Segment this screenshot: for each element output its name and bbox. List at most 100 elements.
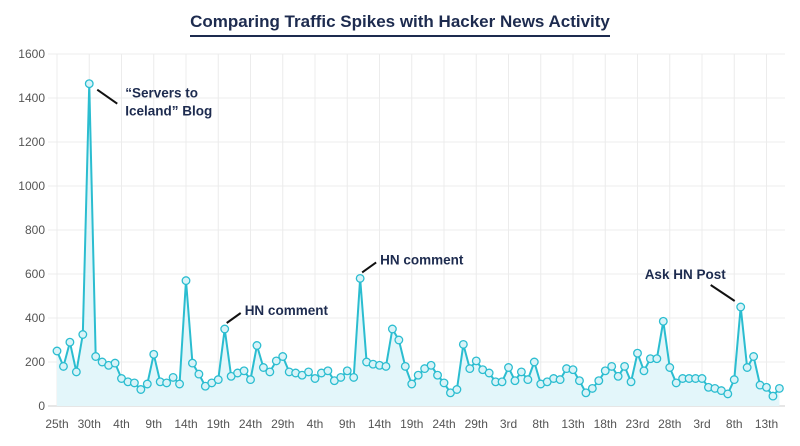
data-point: [71, 367, 81, 377]
data-point: [504, 363, 513, 372]
data-point: [600, 366, 610, 376]
data-point: [594, 376, 604, 386]
data-point: [749, 352, 759, 361]
data-point: [400, 361, 410, 371]
x-tick-label: 9th: [145, 417, 162, 431]
y-tick-label: 1600: [18, 47, 45, 61]
data-point: [187, 358, 197, 368]
data-point: [426, 360, 436, 370]
y-tick-label: 800: [25, 223, 45, 237]
data-point: [194, 369, 204, 379]
data-point: [581, 388, 591, 398]
data-point: [110, 358, 120, 368]
x-tick-label: 3rd: [693, 417, 710, 431]
data-point: [162, 378, 172, 388]
data-point: [65, 337, 75, 347]
x-tick-label: 18th: [594, 417, 617, 431]
data-point: [239, 366, 249, 376]
data-point: [323, 366, 333, 376]
data-point: [742, 363, 752, 372]
data-point: [387, 324, 397, 334]
annotation-label: HN comment: [380, 252, 464, 267]
data-point: [136, 385, 146, 394]
annotation-label: “Servers to: [125, 86, 198, 101]
x-tick-label: 29th: [271, 417, 294, 431]
data-point: [671, 378, 681, 388]
data-point: [465, 364, 475, 374]
x-tick-label: 8th: [726, 417, 743, 431]
x-tick-label: 9th: [339, 417, 356, 431]
data-point: [129, 378, 139, 388]
y-tick-label: 1000: [18, 179, 45, 193]
data-point: [213, 375, 223, 385]
x-tick-label: 19th: [207, 417, 230, 431]
data-point: [658, 316, 668, 326]
data-point: [555, 375, 565, 385]
data-point: [729, 375, 739, 385]
annotation-leader-line: [96, 88, 118, 105]
data-point: [484, 368, 494, 378]
data-point: [516, 367, 526, 377]
data-point: [768, 391, 778, 401]
data-point: [497, 377, 507, 387]
x-tick-label: 19th: [400, 417, 423, 431]
data-point: [736, 302, 746, 312]
x-tick-label: 14th: [174, 417, 197, 431]
data-point: [723, 389, 733, 399]
x-tick-label: 13th: [561, 417, 584, 431]
data-point: [613, 371, 623, 381]
y-tick-label: 0: [38, 399, 45, 413]
data-point: [633, 348, 642, 358]
data-point: [310, 374, 320, 383]
y-tick-label: 200: [25, 355, 45, 369]
data-point: [149, 349, 159, 359]
data-point: [271, 356, 281, 366]
annotation-label: HN comment: [245, 303, 329, 318]
data-point: [78, 330, 88, 339]
annotation-leader-line: [710, 284, 736, 302]
data-point: [774, 383, 784, 393]
data-point: [529, 357, 539, 367]
data-point: [510, 376, 520, 386]
data-point: [458, 339, 468, 349]
y-tick-label: 400: [25, 311, 45, 325]
x-tick-label: 24th: [432, 417, 455, 431]
y-tick-label: 1200: [18, 135, 45, 149]
x-tick-label: 29th: [465, 417, 488, 431]
data-point: [626, 377, 636, 387]
annotation-label: Ask HN Post: [645, 267, 727, 282]
x-tick-label: 8th: [532, 417, 549, 431]
data-point: [91, 352, 101, 361]
x-tick-label: 3rd: [500, 417, 517, 431]
data-point: [452, 385, 462, 394]
x-tick-label: 25th: [45, 417, 68, 431]
data-point: [471, 356, 481, 366]
data-point: [439, 378, 449, 388]
y-tick-label: 1400: [18, 91, 45, 105]
data-point: [762, 382, 771, 392]
data-point: [304, 367, 313, 377]
data-point: [381, 361, 391, 371]
data-point: [252, 341, 262, 350]
series-line: [56, 82, 781, 398]
data-point: [336, 372, 346, 382]
chart-title: Comparing Traffic Spikes with Hacker New…: [0, 12, 800, 37]
data-point: [59, 361, 68, 371]
data-point: [342, 366, 352, 376]
data-point: [220, 324, 230, 334]
x-tick-label: 14th: [368, 417, 391, 431]
data-point: [413, 370, 423, 380]
data-point: [175, 379, 184, 389]
data-point: [587, 383, 597, 393]
x-tick-label: 23rd: [625, 417, 649, 431]
data-point: [246, 375, 255, 385]
data-point: [620, 361, 630, 371]
x-tick-label: 28th: [658, 417, 681, 431]
x-tick-label: 13th: [755, 417, 778, 431]
data-point: [568, 365, 578, 375]
annotation-label: Iceland” Blog: [125, 104, 212, 119]
x-tick-label: 4th: [113, 417, 130, 431]
data-point: [84, 79, 94, 89]
data-point: [265, 367, 275, 377]
